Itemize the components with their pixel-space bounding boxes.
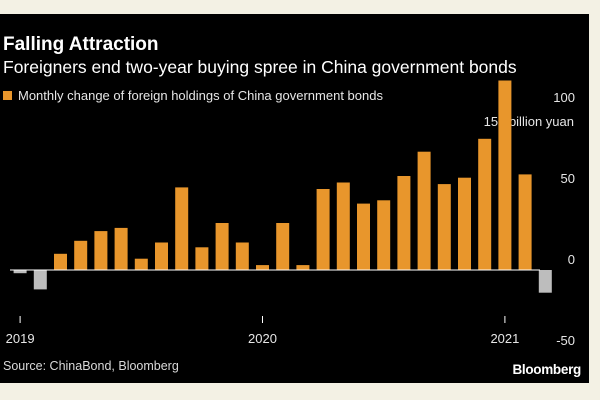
bar-2020-11	[458, 177, 471, 270]
y-tick-label: 100	[553, 90, 575, 105]
bar-2020-02	[276, 223, 290, 270]
bar-2019-12	[235, 242, 249, 270]
x-tick-label: 2019	[6, 331, 35, 346]
bar-2019-02	[33, 270, 47, 290]
bar-2019-08	[155, 242, 168, 270]
bar-2020-06	[357, 203, 370, 270]
bar-2021-03	[538, 270, 552, 293]
bloomberg-logo: Bloomberg	[512, 362, 581, 377]
legend-label: Monthly change of foreign holdings of Ch…	[18, 88, 383, 103]
chart-card: Falling Attraction Foreigners end two-ye…	[0, 14, 589, 383]
legend-swatch	[3, 91, 12, 100]
bar-2019-05	[94, 231, 108, 270]
bar-2020-03	[296, 265, 310, 270]
bar-2019-04	[74, 240, 88, 270]
bar-2019-09	[175, 187, 189, 270]
bar-2019-06	[114, 227, 128, 270]
bar-2020-05	[336, 182, 350, 270]
y-axis-ticks: 100 50 0 -50	[553, 90, 575, 348]
y-tick-label: 50	[561, 171, 575, 186]
bar-2020-12	[478, 138, 492, 270]
legend: Monthly change of foreign holdings of Ch…	[3, 88, 383, 103]
bar-2019-10	[195, 247, 209, 270]
bar-2019-01	[13, 270, 27, 274]
chart-subtitle: Foreigners end two-year buying spree in …	[3, 57, 517, 77]
bar-2019-11	[215, 223, 229, 270]
bar-2021-02	[518, 174, 532, 270]
bar-chart: 100 50 0 -50 2019 2020 2021	[6, 80, 575, 348]
y-tick-label: 0	[568, 252, 575, 267]
bar-series	[13, 80, 552, 293]
x-tick-label: 2020	[248, 331, 277, 346]
bar-2020-10	[437, 184, 451, 270]
bar-2020-04	[316, 189, 330, 270]
x-tick-label: 2021	[490, 331, 519, 346]
bar-2020-08	[397, 176, 411, 270]
bar-2020-09	[417, 151, 431, 270]
bar-2020-01	[256, 265, 269, 270]
x-axis-ticks: 2019 2020 2021	[6, 316, 519, 346]
bar-2021-01	[498, 80, 512, 270]
bar-2019-03	[54, 253, 67, 270]
chart-title: Falling Attraction	[3, 34, 159, 55]
bar-2020-07	[377, 200, 391, 270]
source-note: Source: ChinaBond, Bloomberg	[3, 359, 179, 373]
y-tick-label: -50	[556, 333, 575, 348]
bar-2019-07	[134, 258, 148, 270]
